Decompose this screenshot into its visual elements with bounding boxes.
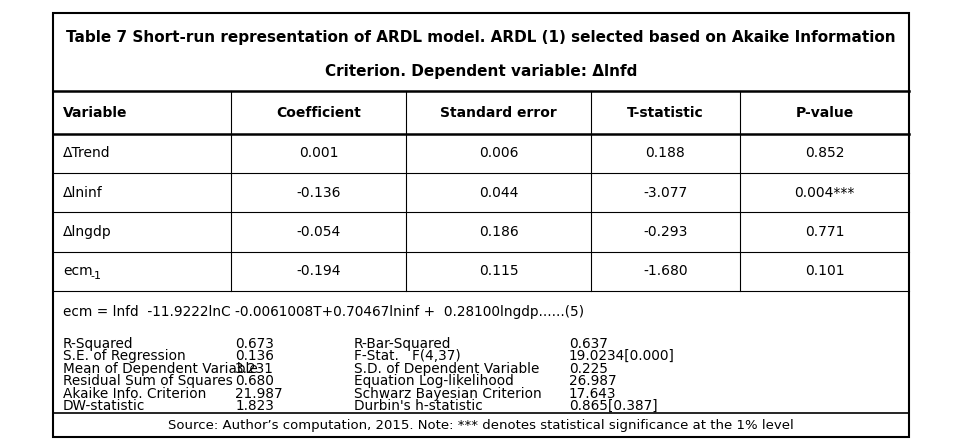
Text: 3.231: 3.231 bbox=[234, 362, 274, 376]
Text: 26.987: 26.987 bbox=[568, 374, 616, 388]
Text: -0.136: -0.136 bbox=[296, 186, 340, 200]
Text: 19.0234[0.000]: 19.0234[0.000] bbox=[568, 349, 674, 363]
Text: 0.673: 0.673 bbox=[234, 337, 274, 351]
Text: 0.006: 0.006 bbox=[479, 146, 518, 161]
Text: 0.188: 0.188 bbox=[645, 146, 684, 161]
Text: Residual Sum of Squares: Residual Sum of Squares bbox=[63, 374, 233, 388]
Text: 17.643: 17.643 bbox=[568, 387, 616, 401]
Text: 1.823: 1.823 bbox=[234, 399, 274, 413]
Text: DW-statistic: DW-statistic bbox=[63, 399, 145, 413]
Text: Durbin's h-statistic: Durbin's h-statistic bbox=[354, 399, 482, 413]
Text: 0.044: 0.044 bbox=[479, 186, 518, 200]
Text: Equation Log-likelihood: Equation Log-likelihood bbox=[354, 374, 513, 388]
Text: Akaike Info. Criterion: Akaike Info. Criterion bbox=[63, 387, 207, 401]
Text: Coefficient: Coefficient bbox=[276, 106, 360, 120]
Text: P-value: P-value bbox=[795, 106, 853, 120]
Text: Δlngdp: Δlngdp bbox=[63, 225, 111, 239]
Text: -0.054: -0.054 bbox=[296, 225, 340, 239]
Text: Source: Author’s computation, 2015. Note: *** denotes statistical significance a: Source: Author’s computation, 2015. Note… bbox=[168, 419, 793, 433]
Text: 0.225: 0.225 bbox=[568, 362, 607, 376]
Text: 0.865[0.387]: 0.865[0.387] bbox=[568, 399, 656, 413]
Text: ΔTrend: ΔTrend bbox=[63, 146, 111, 161]
Text: ecm: ecm bbox=[63, 264, 92, 278]
Text: 0.001: 0.001 bbox=[299, 146, 338, 161]
Text: -0.293: -0.293 bbox=[643, 225, 687, 239]
Text: Schwarz Bayesian Criterion: Schwarz Bayesian Criterion bbox=[354, 387, 541, 401]
Text: ecm = lnfd  -11.9222lnC -0.0061008T+0.70467lninf +  0.28100lngdp......(5): ecm = lnfd -11.9222lnC -0.0061008T+0.704… bbox=[63, 305, 583, 319]
Text: 0.004***: 0.004*** bbox=[794, 186, 854, 200]
Text: R-Bar-Squared: R-Bar-Squared bbox=[354, 337, 451, 351]
Text: 0.771: 0.771 bbox=[804, 225, 844, 239]
FancyBboxPatch shape bbox=[53, 13, 908, 437]
Text: Table 7 Short-run representation of ARDL model. ARDL (1) selected based on Akaik: Table 7 Short-run representation of ARDL… bbox=[66, 30, 895, 45]
Text: S.E. of Regression: S.E. of Regression bbox=[63, 349, 185, 363]
Text: -3.077: -3.077 bbox=[643, 186, 687, 200]
Text: 0.101: 0.101 bbox=[804, 264, 844, 278]
Text: Standard error: Standard error bbox=[440, 106, 556, 120]
Text: -1.680: -1.680 bbox=[642, 264, 687, 278]
Text: 0.136: 0.136 bbox=[234, 349, 274, 363]
Text: Mean of Dependent Variable: Mean of Dependent Variable bbox=[63, 362, 258, 376]
Text: 0.680: 0.680 bbox=[234, 374, 274, 388]
Text: -1: -1 bbox=[90, 271, 101, 281]
Text: F-Stat.   F(4,37): F-Stat. F(4,37) bbox=[354, 349, 460, 363]
Text: 0.186: 0.186 bbox=[479, 225, 518, 239]
Text: 0.637: 0.637 bbox=[568, 337, 607, 351]
Text: 21.987: 21.987 bbox=[234, 387, 283, 401]
Text: S.D. of Dependent Variable: S.D. of Dependent Variable bbox=[354, 362, 538, 376]
Text: R-Squared: R-Squared bbox=[63, 337, 134, 351]
Text: 0.115: 0.115 bbox=[479, 264, 518, 278]
Text: -0.194: -0.194 bbox=[296, 264, 340, 278]
Text: Variable: Variable bbox=[63, 106, 128, 120]
Text: T-statistic: T-statistic bbox=[627, 106, 703, 120]
Text: Criterion. Dependent variable: Δlnfd: Criterion. Dependent variable: Δlnfd bbox=[325, 64, 636, 79]
Text: 0.852: 0.852 bbox=[804, 146, 844, 161]
Text: Δlninf: Δlninf bbox=[63, 186, 103, 200]
